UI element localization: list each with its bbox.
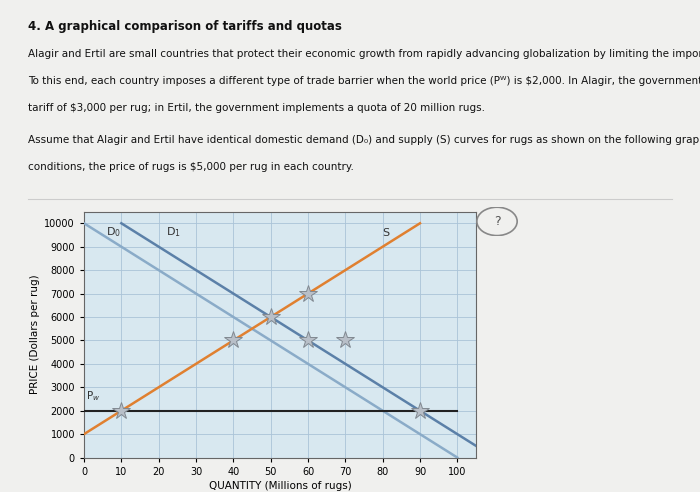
Text: tariff of $3,000 per rug; in Ertil, the government implements a quota of 20 mill: tariff of $3,000 per rug; in Ertil, the … [28, 103, 485, 113]
Text: P$_w$: P$_w$ [86, 389, 100, 402]
Text: D$_1$: D$_1$ [166, 226, 181, 240]
Y-axis label: PRICE (Dollars per rug): PRICE (Dollars per rug) [30, 275, 40, 395]
Text: 4. A graphical comparison of tariffs and quotas: 4. A graphical comparison of tariffs and… [28, 20, 342, 32]
Text: ?: ? [494, 215, 500, 228]
X-axis label: QUANTITY (Millions of rugs): QUANTITY (Millions of rugs) [209, 481, 351, 491]
Text: Assume that Alagir and Ertil have identical domestic demand (D₀) and supply (S) : Assume that Alagir and Ertil have identi… [28, 135, 700, 145]
Text: Alagir and Ertil are small countries that protect their economic growth from rap: Alagir and Ertil are small countries tha… [28, 49, 700, 59]
Text: conditions, the price of rugs is $5,000 per rug in each country.: conditions, the price of rugs is $5,000 … [28, 162, 354, 172]
Text: D$_0$: D$_0$ [106, 226, 121, 240]
Text: S: S [383, 228, 390, 238]
Text: To this end, each country imposes a different type of trade barrier when the wor: To this end, each country imposes a diff… [28, 76, 700, 86]
